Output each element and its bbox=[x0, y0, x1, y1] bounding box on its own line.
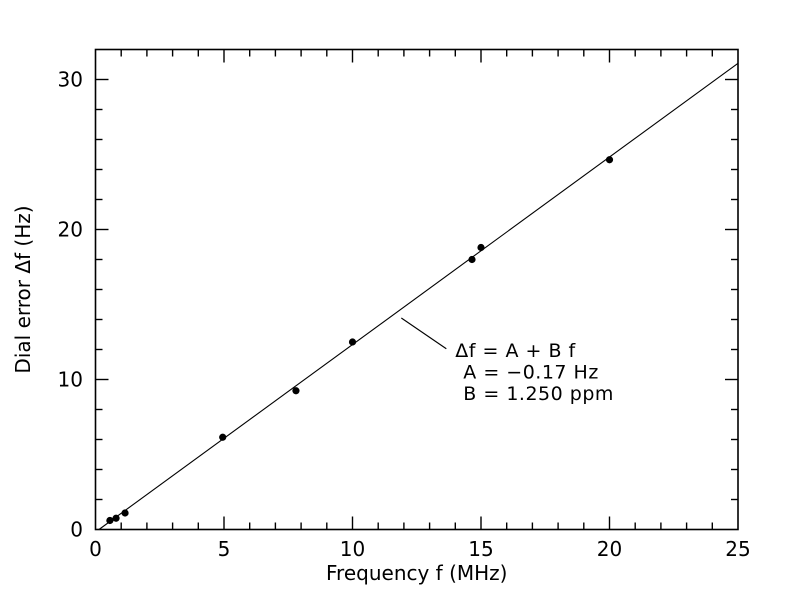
data-point bbox=[468, 255, 476, 264]
data-point bbox=[292, 387, 300, 395]
plot-frame bbox=[94, 48, 739, 531]
y-axis-title: Dial error Δf (Hz) bbox=[11, 205, 35, 373]
data-point bbox=[348, 338, 357, 346]
fit-line bbox=[98, 62, 739, 530]
x-tick-label: 0 bbox=[89, 537, 102, 561]
data-point bbox=[605, 156, 614, 164]
data-point bbox=[219, 433, 227, 441]
data-point bbox=[106, 516, 114, 525]
y-tick-label: 0 bbox=[70, 518, 83, 542]
data-point bbox=[121, 509, 129, 517]
x-tick-label: 25 bbox=[725, 537, 750, 561]
fit-annotation-line: B = 1.250 ppm bbox=[463, 383, 614, 405]
data-point bbox=[112, 514, 120, 522]
annotation-leader-line bbox=[401, 317, 447, 350]
y-tick-label: 20 bbox=[58, 218, 83, 242]
fit-annotation-line: Δf = A + B f bbox=[455, 340, 576, 362]
x-tick-label: 10 bbox=[340, 537, 365, 561]
fit-annotation-line: A = −0.17 Hz bbox=[463, 362, 599, 384]
y-tick-label: 10 bbox=[58, 368, 83, 392]
x-tick-label: 20 bbox=[597, 537, 622, 561]
x-tick-label: 15 bbox=[468, 537, 493, 561]
data-point bbox=[477, 243, 485, 252]
x-axis-title: Frequency f (MHz) bbox=[326, 561, 507, 585]
x-tick-label: 5 bbox=[218, 537, 231, 561]
y-tick-label: 30 bbox=[58, 68, 83, 92]
